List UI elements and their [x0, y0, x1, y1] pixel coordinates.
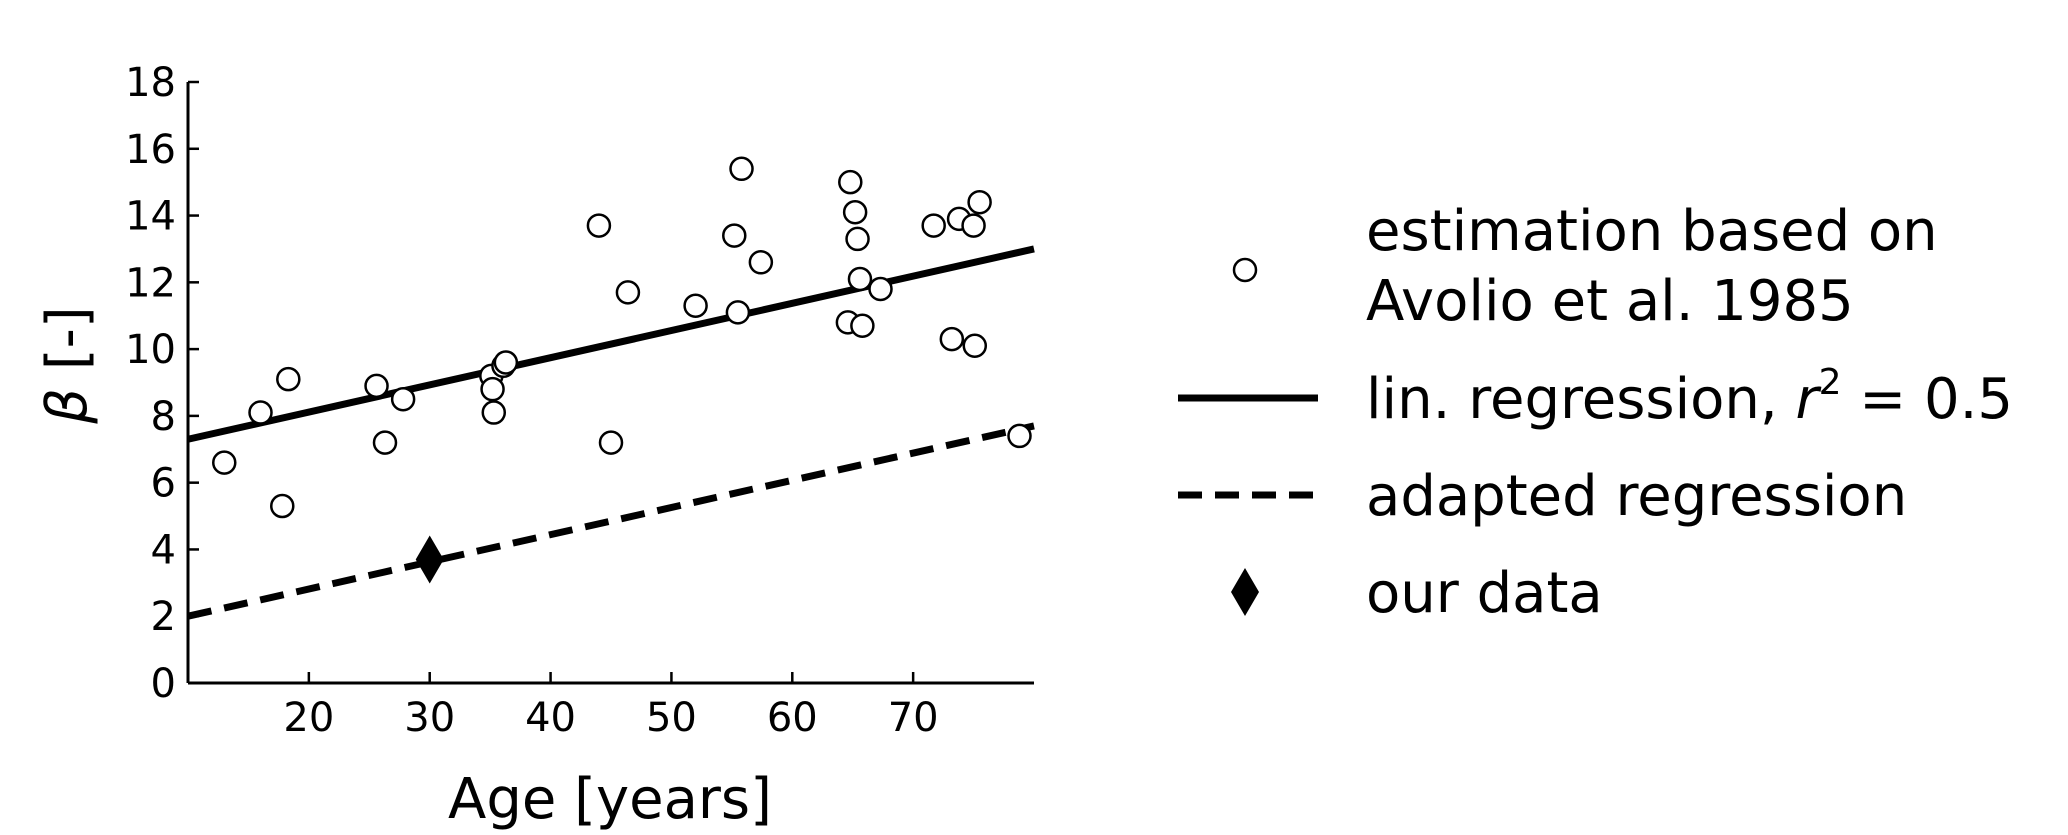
legend-label-estimation-line2: Avolio et al. 1985	[1366, 269, 1854, 334]
scatter-point-estimation	[683, 293, 708, 318]
adapted-regression-line	[187, 422, 1035, 620]
scatter-point-estimation	[372, 430, 398, 455]
legend-item-adapted-regression: adapted regression	[1178, 464, 1907, 529]
legend-item-lin-regression: lin. regression, r2 = 0.5	[1178, 362, 2013, 432]
y-axis-label: β [-]	[35, 306, 100, 424]
scatter-point-our-data	[415, 535, 444, 584]
plot-area: 20 30 40 50 60 70 0 2 4 6 8 10 12 14 16 18	[125, 60, 1035, 741]
legend-marker-open-circle	[1232, 257, 1258, 283]
x-tick-label: 70	[888, 695, 939, 741]
scatter-point-estimation	[364, 373, 389, 399]
y-tick-label: 4	[151, 527, 176, 573]
scatter-point-estimation	[722, 223, 747, 248]
y-tick-label: 18	[125, 60, 176, 106]
legend-item-estimation: estimation based on Avolio et al. 1985	[1232, 199, 1938, 334]
y-tick-label: 0	[151, 661, 176, 707]
scatter-point-estimation	[967, 189, 992, 215]
x-tick-label: 20	[283, 695, 334, 741]
scatter-point-estimation	[212, 450, 237, 475]
scatter-point-estimation	[270, 493, 295, 519]
scatter-point-estimation	[598, 430, 624, 455]
scatter-point-estimation	[847, 266, 873, 292]
scatter-point-estimation	[729, 156, 754, 182]
scatter-point-estimation	[1007, 423, 1032, 449]
y-tick-label: 12	[125, 260, 176, 306]
scatter-point-estimation	[842, 199, 868, 225]
scatter-point-estimation	[748, 250, 774, 275]
scatter-point-estimation	[276, 366, 301, 392]
legend-label-our-data: our data	[1366, 561, 1603, 626]
lin-regression-line	[187, 245, 1035, 443]
scatter-point-estimation	[586, 213, 612, 238]
scatter-point-estimation	[725, 300, 751, 325]
y-tick-label: 16	[125, 127, 176, 173]
scatter-point-estimation	[481, 400, 507, 425]
scatter-point-estimation	[248, 400, 273, 425]
scatter-point-estimation	[868, 276, 893, 302]
legend-label-lin-regression: lin. regression, r2 = 0.5	[1366, 362, 2013, 432]
scatter-point-estimation	[939, 326, 965, 352]
y-ticks: 0 2 4 6 8 10 12 14 16 18	[125, 60, 199, 707]
x-tick-label: 60	[767, 695, 818, 741]
scatter-point-estimation	[390, 386, 416, 412]
scatter-point-estimation	[845, 226, 870, 252]
y-tick-label: 10	[125, 327, 176, 373]
y-tick-label: 14	[125, 194, 176, 240]
scatter-point-estimation	[962, 333, 988, 359]
legend-label-adapted-regression: adapted regression	[1366, 464, 1907, 529]
scatter-point-estimation	[921, 213, 946, 238]
scatter-point-estimation	[493, 350, 519, 375]
scatter-point-estimation	[961, 213, 986, 238]
y-tick-label: 2	[151, 594, 176, 640]
y-tick-label: 6	[151, 461, 176, 507]
x-axis-label: Age [years]	[448, 767, 772, 832]
chart-marks	[187, 156, 1035, 620]
scatter-point-estimation	[850, 313, 875, 338]
legend-item-our-data: our data	[1231, 561, 1603, 626]
scatter-point-estimation	[615, 280, 641, 305]
legend-marker-filled-diamond	[1231, 568, 1259, 616]
x-ticks: 20 30 40 50 60 70	[283, 672, 939, 741]
x-tick-label: 40	[525, 695, 576, 741]
x-tick-label: 50	[646, 695, 697, 741]
legend: estimation based on Avolio et al. 1985 l…	[1178, 199, 2013, 626]
x-tick-label: 30	[404, 695, 455, 741]
scatter-point-estimation	[480, 376, 505, 402]
y-axis-label-symbol: β	[35, 388, 100, 425]
legend-label-estimation-line1: estimation based on	[1366, 199, 1938, 264]
y-axis-label-unit: [-]	[35, 306, 100, 388]
scatter-point-estimation	[838, 169, 863, 195]
y-tick-label: 8	[151, 394, 176, 440]
